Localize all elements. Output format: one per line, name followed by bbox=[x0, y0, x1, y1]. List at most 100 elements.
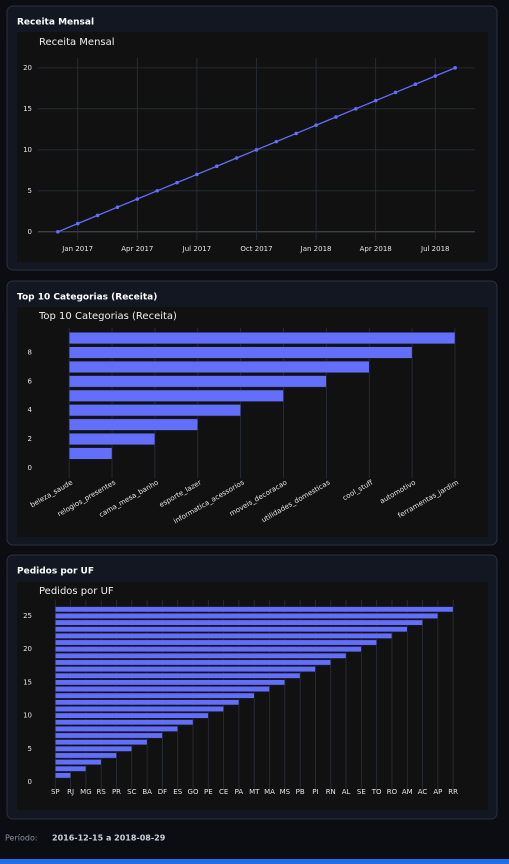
y-tick-label: 20 bbox=[23, 645, 32, 653]
y-tick-label: 10 bbox=[23, 146, 32, 154]
point bbox=[433, 74, 438, 78]
point bbox=[393, 90, 398, 95]
x-tick-label: Jan 2018 bbox=[300, 245, 332, 253]
plot-title: Receita Mensal bbox=[39, 37, 115, 48]
point bbox=[175, 180, 179, 185]
card-title: Receita Mensal bbox=[17, 18, 94, 28]
bar bbox=[68, 404, 241, 417]
bar bbox=[68, 418, 199, 431]
x-tick-label: AP bbox=[433, 788, 442, 796]
bar bbox=[55, 659, 331, 666]
x-tick-label: Apr 2017 bbox=[121, 245, 153, 253]
y-tick-label: 15 bbox=[23, 678, 32, 686]
bar bbox=[68, 433, 156, 446]
bar bbox=[55, 732, 163, 739]
x-tick-label: MS bbox=[280, 788, 291, 796]
x-tick-label: Jan 2017 bbox=[61, 245, 93, 253]
bar bbox=[55, 712, 209, 719]
y-tick-label: 5 bbox=[28, 745, 32, 753]
y-tick-label: 15 bbox=[23, 105, 32, 113]
bar bbox=[55, 686, 270, 692]
point bbox=[254, 148, 259, 152]
x-tick-label: SC bbox=[127, 788, 136, 796]
bar bbox=[68, 332, 456, 345]
plot-title: Top 10 Categorias (Receita) bbox=[38, 311, 177, 322]
y-tick-label: 0 bbox=[28, 778, 32, 786]
point bbox=[334, 115, 338, 119]
point bbox=[294, 131, 299, 136]
y-tick-label: 6 bbox=[28, 377, 33, 385]
x-tick-label: DF bbox=[158, 788, 167, 796]
bar bbox=[55, 765, 87, 772]
point bbox=[95, 213, 100, 218]
x-tick-label: RS bbox=[97, 788, 107, 796]
bar bbox=[55, 692, 255, 699]
x-tick-label: ES bbox=[173, 788, 182, 796]
bottom-bar bbox=[0, 859, 509, 864]
x-tick-label: GO bbox=[188, 788, 199, 796]
x-tick-label: Oct 2017 bbox=[240, 245, 272, 253]
x-tick-label: AC bbox=[418, 788, 428, 796]
x-tick-label: PI bbox=[312, 788, 318, 796]
plot-title: Pedidos por UF bbox=[39, 586, 114, 597]
x-tick-label: RJ bbox=[67, 788, 74, 796]
bar bbox=[55, 752, 117, 759]
bar bbox=[68, 447, 113, 460]
point bbox=[453, 66, 457, 70]
x-tick-label: AL bbox=[342, 788, 351, 796]
x-tick-label: Jul 2017 bbox=[182, 245, 212, 253]
bar bbox=[55, 632, 393, 639]
point bbox=[373, 98, 378, 103]
point bbox=[75, 221, 80, 226]
footer-value: 2016-12-15 a 2018-08-29 bbox=[52, 834, 166, 843]
point bbox=[413, 82, 418, 87]
y-tick-label: 20 bbox=[23, 64, 32, 72]
y-tick-label: 0 bbox=[28, 464, 32, 472]
card-title: Top 10 Categorias (Receita) bbox=[17, 293, 157, 303]
bar bbox=[55, 739, 148, 746]
y-tick-label: 5 bbox=[28, 187, 32, 195]
bar bbox=[55, 639, 377, 646]
bar bbox=[68, 346, 413, 359]
y-tick-label: 10 bbox=[23, 712, 32, 720]
y-tick-label: 25 bbox=[23, 612, 32, 620]
point bbox=[195, 172, 199, 177]
x-tick-label: SP bbox=[51, 788, 60, 796]
x-tick-label: RN bbox=[326, 788, 336, 796]
point bbox=[56, 230, 60, 234]
x-tick-label: SE bbox=[357, 788, 366, 796]
bar bbox=[55, 725, 178, 732]
x-tick-label: BA bbox=[142, 788, 152, 796]
y-tick-label: 2 bbox=[28, 435, 32, 443]
bar bbox=[55, 613, 439, 619]
x-tick-label: Apr 2018 bbox=[360, 245, 392, 253]
point bbox=[234, 156, 239, 160]
bar bbox=[55, 672, 301, 679]
bar bbox=[68, 389, 284, 402]
footer-label: Período: bbox=[5, 834, 38, 843]
point bbox=[274, 139, 279, 144]
card-title: Pedidos por UF bbox=[17, 567, 94, 577]
x-tick-label: CE bbox=[219, 788, 228, 796]
point bbox=[354, 107, 358, 111]
point bbox=[314, 123, 318, 128]
bar bbox=[55, 666, 316, 672]
point bbox=[135, 197, 140, 201]
y-tick-label: 0 bbox=[28, 228, 32, 236]
x-tick-label: PA bbox=[235, 788, 244, 796]
bar bbox=[55, 626, 408, 633]
point bbox=[214, 164, 219, 169]
bar bbox=[55, 606, 454, 613]
bar bbox=[68, 375, 327, 388]
bar bbox=[55, 772, 71, 779]
x-tick-label: Jul 2018 bbox=[420, 245, 450, 253]
plot-bg bbox=[17, 32, 488, 262]
y-tick-label: 8 bbox=[28, 349, 32, 357]
x-tick-label: RR bbox=[448, 788, 458, 796]
bar bbox=[55, 699, 240, 706]
bar bbox=[55, 679, 286, 686]
bar bbox=[68, 360, 370, 373]
x-tick-label: PB bbox=[296, 788, 305, 796]
